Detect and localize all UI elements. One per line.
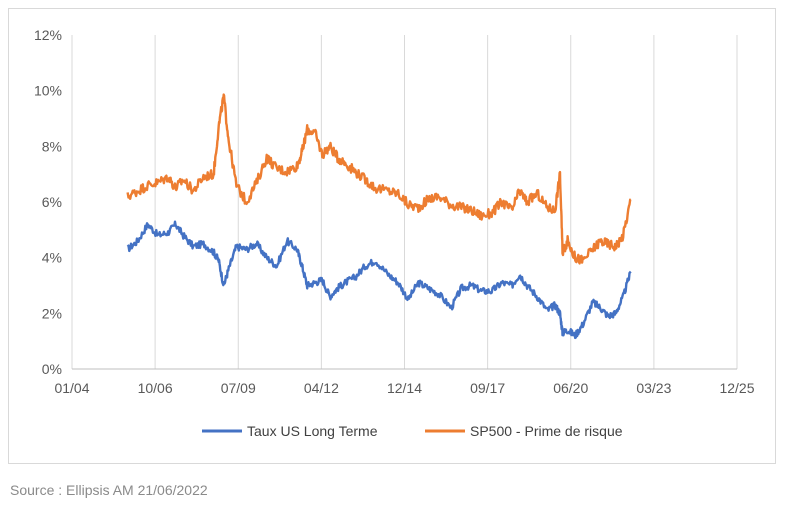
chart-frame: 0% 2% 4% 6% 8% 10% 12% 01/04 10/06 07/09 04/12 12/… (8, 8, 776, 464)
x-tick-label: 12/14 (387, 380, 422, 396)
x-tick-label: 09/17 (470, 380, 505, 396)
series-line-taux-us (126, 220, 632, 340)
x-tick-label: 04/12 (304, 380, 339, 396)
y-tick-label: 8% (42, 138, 62, 154)
y-tick-label: 10% (34, 83, 62, 99)
series-line-sp500 (126, 93, 632, 265)
legend: Taux US Long Terme SP500 - Prime de risq… (202, 423, 623, 439)
source-note: Source : Ellipsis AM 21/06/2022 (10, 482, 208, 498)
y-axis-ticks: 0% 2% 4% 6% 8% 10% 12% (34, 27, 62, 377)
series-lines (126, 93, 632, 340)
axes (71, 35, 737, 370)
legend-label-sp500: SP500 - Prime de risque (470, 423, 623, 439)
x-tick-label: 12/25 (719, 380, 754, 396)
legend-label-taux-us: Taux US Long Terme (247, 423, 378, 439)
x-tick-label: 01/04 (54, 380, 89, 396)
x-tick-label: 03/23 (636, 380, 671, 396)
grid-lines (154, 35, 738, 369)
x-tick-label: 07/09 (221, 380, 256, 396)
y-tick-label: 2% (42, 305, 62, 321)
x-tick-label: 10/06 (138, 380, 173, 396)
x-tick-label: 06/20 (553, 380, 588, 396)
x-axis-ticks: 01/04 10/06 07/09 04/12 12/14 09/17 06/20 03/23… (54, 380, 754, 396)
y-tick-label: 6% (42, 194, 62, 210)
y-tick-label: 0% (42, 361, 62, 377)
line-chart: 0% 2% 4% 6% 8% 10% 12% 01/04 10/06 07/09 04/12 12/… (34, 27, 755, 439)
y-tick-label: 4% (42, 250, 62, 266)
y-tick-label: 12% (34, 27, 62, 43)
